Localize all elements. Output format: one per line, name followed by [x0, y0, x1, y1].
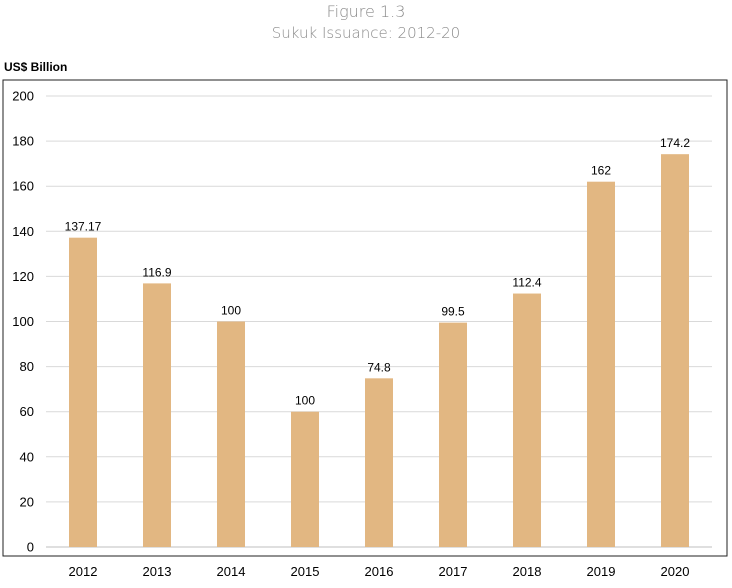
- bar-2012: [69, 237, 97, 548]
- bar-2014: [217, 321, 245, 547]
- x-tick-label-2013: 2013: [143, 564, 172, 579]
- data-label-2015: 100: [295, 394, 315, 408]
- data-label-2020: 174.2: [660, 136, 690, 150]
- figure-label: Figure 1.3: [326, 2, 406, 21]
- data-label-2018: 112.4: [512, 276, 541, 290]
- y-tick-label: 20: [20, 494, 34, 509]
- x-tick-label-2020: 2020: [661, 564, 690, 579]
- y-tick-label: 120: [12, 269, 34, 284]
- y-tick-label: 40: [20, 449, 34, 464]
- y-tick-label: 100: [12, 314, 34, 329]
- x-tick-label-2014: 2014: [217, 564, 246, 579]
- bar-2018: [513, 293, 541, 547]
- x-tick-label-2017: 2017: [439, 564, 468, 579]
- bar-2013: [143, 283, 171, 547]
- y-tick-label: 140: [12, 224, 34, 239]
- plot-frame: [2, 79, 728, 557]
- y-tick-label: 60: [20, 404, 34, 419]
- bar-2019: [587, 181, 615, 547]
- x-tick-label-2012: 2012: [69, 564, 98, 579]
- bar-2016: [365, 378, 393, 547]
- data-label-2019: 162: [591, 164, 611, 178]
- bar-2020: [661, 154, 689, 547]
- data-label-2016: 74.8: [367, 360, 391, 374]
- y-tick-label: 0: [27, 540, 34, 555]
- x-tick-label-2018: 2018: [513, 564, 542, 579]
- y-tick-label: 180: [12, 134, 34, 149]
- data-labels: 137.17 116.9 100 100 74.8 99.5 112.4 162 174.2: [65, 136, 691, 408]
- chart-title: Sukuk Issuance: 2012-20: [271, 24, 461, 42]
- y-tick-label: 160: [12, 179, 34, 194]
- y-tick-label: 80: [20, 359, 34, 374]
- x-tick-label-2016: 2016: [365, 564, 394, 579]
- data-label-2012: 137.17: [65, 220, 102, 234]
- bar-2015: [291, 411, 319, 547]
- bars: [69, 154, 689, 548]
- x-tick-labels: 2012 2013 2014 2015 2016 2017 2018 2019 2020: [69, 564, 690, 579]
- data-label-2017: 99.5: [441, 305, 465, 319]
- y-tick-label: 200: [12, 89, 34, 104]
- bar-2017: [439, 322, 467, 547]
- data-label-2014: 100: [221, 304, 241, 318]
- y-axis-label: US$ Billion: [4, 60, 68, 74]
- x-tick-label-2019: 2019: [587, 564, 616, 579]
- data-label-2013: 116.9: [142, 265, 171, 279]
- x-tick-label-2015: 2015: [291, 564, 320, 579]
- y-tick-labels: 0 20 40 60 80 100 120 140 160 180 200: [12, 89, 34, 555]
